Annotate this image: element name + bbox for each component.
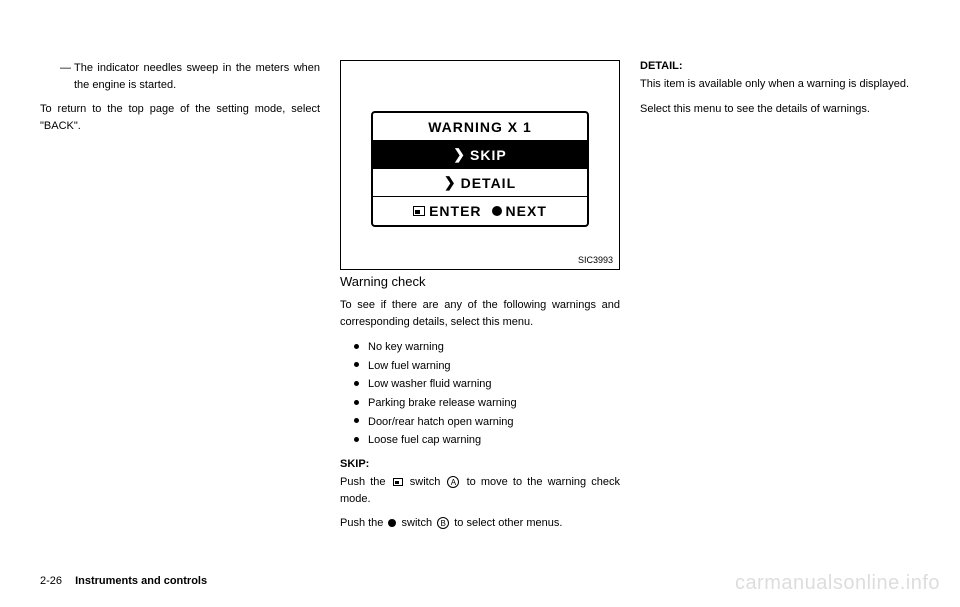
watermark: carmanualsonline.info — [735, 572, 940, 595]
column-3: DETAIL: This item is available only when… — [640, 60, 920, 550]
bullet-icon — [354, 431, 368, 450]
bullet-text: Door/rear hatch open warning — [368, 413, 514, 432]
screen-row-skip: ❯ SKIP — [373, 141, 587, 169]
bullet-icon — [354, 338, 368, 357]
t: switch — [402, 517, 433, 529]
chevron-icon: ❯ — [444, 174, 457, 191]
enter-icon — [413, 206, 425, 216]
column-2: WARNING X 1 ❯ SKIP ❯ DETAIL ENTER NEXT S — [340, 60, 620, 550]
screen-detail-text: DETAIL — [461, 175, 517, 191]
screen-skip-text: SKIP — [470, 147, 507, 163]
bullet-item: Low washer fluid warning — [354, 375, 620, 394]
inline-dot-icon — [388, 519, 396, 527]
detail-label: DETAIL: — [640, 60, 920, 72]
figure-label: SIC3993 — [578, 255, 613, 265]
circle-b-icon: B — [437, 517, 449, 529]
content-columns: — The indicator needles sweep in the met… — [40, 60, 920, 550]
dash-icon: — — [60, 60, 74, 93]
detail-p1: This item is available only when a warni… — [640, 76, 920, 93]
t: Push the — [340, 476, 386, 488]
bullet-text: Low fuel warning — [368, 357, 451, 376]
inline-enter-icon — [393, 478, 403, 486]
bullet-item: Low fuel warning — [354, 357, 620, 376]
warning-check-heading: Warning check — [340, 274, 620, 289]
bullet-text: Loose fuel cap warning — [368, 431, 481, 450]
bullet-icon — [354, 375, 368, 394]
bullet-text: Parking brake release warning — [368, 394, 517, 413]
bullet-icon — [354, 394, 368, 413]
t: switch — [410, 476, 441, 488]
bullet-item: Loose fuel cap warning — [354, 431, 620, 450]
screen-enter-text: ENTER — [429, 203, 481, 219]
dash-list: — The indicator needles sweep in the met… — [40, 60, 320, 93]
bullet-text: Low washer fluid warning — [368, 375, 492, 394]
bullet-list: No key warning Low fuel warning Low wash… — [340, 338, 620, 450]
chevron-icon: ❯ — [453, 146, 466, 163]
page-number: 2-26 — [40, 575, 62, 587]
skip-paragraph-2: Push the switch B to select other menus. — [340, 515, 620, 532]
page-footer: 2-26 Instruments and controls — [40, 575, 207, 587]
detail-p2: Select this menu to see the details of w… — [640, 101, 920, 118]
bullet-icon — [354, 413, 368, 432]
bullet-text: No key warning — [368, 338, 444, 357]
dash-text: The indicator needles sweep in the meter… — [74, 60, 320, 93]
column-1: — The indicator needles sweep in the met… — [40, 60, 320, 550]
circle-a-icon: A — [447, 476, 459, 488]
next-dot-icon — [492, 206, 502, 216]
warning-check-intro: To see if there are any of the following… — [340, 297, 620, 330]
section-title: Instruments and controls — [75, 575, 207, 587]
screen-row-enter-next: ENTER NEXT — [373, 197, 587, 225]
bullet-item: Door/rear hatch open warning — [354, 413, 620, 432]
screen: WARNING X 1 ❯ SKIP ❯ DETAIL ENTER NEXT — [371, 111, 589, 227]
bullet-icon — [354, 357, 368, 376]
bullet-item: No key warning — [354, 338, 620, 357]
dash-item: — The indicator needles sweep in the met… — [60, 60, 320, 93]
screen-row-warning: WARNING X 1 — [373, 113, 587, 141]
skip-paragraph-1: Push the switch A to move to the warning… — [340, 474, 620, 507]
screen-row-detail: ❯ DETAIL — [373, 169, 587, 197]
skip-label: SKIP: — [340, 458, 620, 470]
figure-box: WARNING X 1 ❯ SKIP ❯ DETAIL ENTER NEXT S — [340, 60, 620, 270]
col1-paragraph: To return to the top page of the setting… — [40, 101, 320, 134]
t: Push the — [340, 517, 383, 529]
bullet-item: Parking brake release warning — [354, 394, 620, 413]
screen-warning-text: WARNING X 1 — [428, 119, 532, 135]
t: to select other menus. — [454, 517, 562, 529]
screen-next-text: NEXT — [506, 203, 547, 219]
